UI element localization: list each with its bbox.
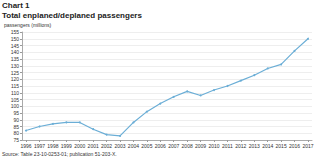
- svg-text:2003: 2003: [114, 143, 125, 149]
- svg-text:85: 85: [13, 124, 19, 130]
- svg-text:2001: 2001: [88, 143, 99, 149]
- svg-text:120: 120: [11, 76, 20, 82]
- svg-text:135: 135: [11, 56, 20, 62]
- svg-text:100: 100: [11, 103, 20, 109]
- svg-text:2002: 2002: [101, 143, 112, 149]
- svg-text:2014: 2014: [262, 143, 273, 149]
- svg-text:Total enplaned/deplaned passen: Total enplaned/deplaned passengers: [2, 11, 142, 20]
- svg-text:2017: 2017: [302, 143, 313, 149]
- svg-text:150: 150: [11, 36, 20, 42]
- svg-text:2000: 2000: [74, 143, 85, 149]
- svg-text:140: 140: [11, 49, 20, 55]
- svg-text:1997: 1997: [34, 143, 45, 149]
- svg-text:90: 90: [13, 117, 19, 123]
- svg-text:2016: 2016: [289, 143, 300, 149]
- svg-text:155: 155: [11, 29, 20, 35]
- svg-text:2006: 2006: [155, 143, 166, 149]
- svg-text:80: 80: [13, 130, 19, 136]
- svg-text:2009: 2009: [195, 143, 206, 149]
- svg-text:2008: 2008: [182, 143, 193, 149]
- svg-text:105: 105: [11, 97, 20, 103]
- svg-text:2012: 2012: [235, 143, 246, 149]
- svg-text:125: 125: [11, 70, 20, 76]
- svg-text:2015: 2015: [276, 143, 287, 149]
- svg-text:2007: 2007: [168, 143, 179, 149]
- svg-text:2010: 2010: [208, 143, 219, 149]
- svg-text:2005: 2005: [141, 143, 152, 149]
- svg-text:145: 145: [11, 43, 20, 49]
- svg-text:130: 130: [11, 63, 20, 69]
- svg-text:110: 110: [11, 90, 19, 96]
- svg-text:Chart 1: Chart 1: [2, 1, 30, 10]
- svg-text:1998: 1998: [47, 143, 58, 149]
- svg-text:Source: Table 23-10-0253-01; p: Source: Table 23-10-0253-01; publication…: [2, 151, 117, 157]
- svg-text:115: 115: [11, 83, 19, 89]
- svg-text:2004: 2004: [128, 143, 139, 149]
- svg-text:passengers (millions): passengers (millions): [4, 22, 52, 28]
- svg-text:1999: 1999: [61, 143, 72, 149]
- svg-text:75: 75: [13, 137, 19, 143]
- svg-text:95: 95: [13, 110, 19, 116]
- svg-text:2013: 2013: [249, 143, 260, 149]
- svg-text:2011: 2011: [222, 143, 233, 149]
- svg-text:1996: 1996: [20, 143, 31, 149]
